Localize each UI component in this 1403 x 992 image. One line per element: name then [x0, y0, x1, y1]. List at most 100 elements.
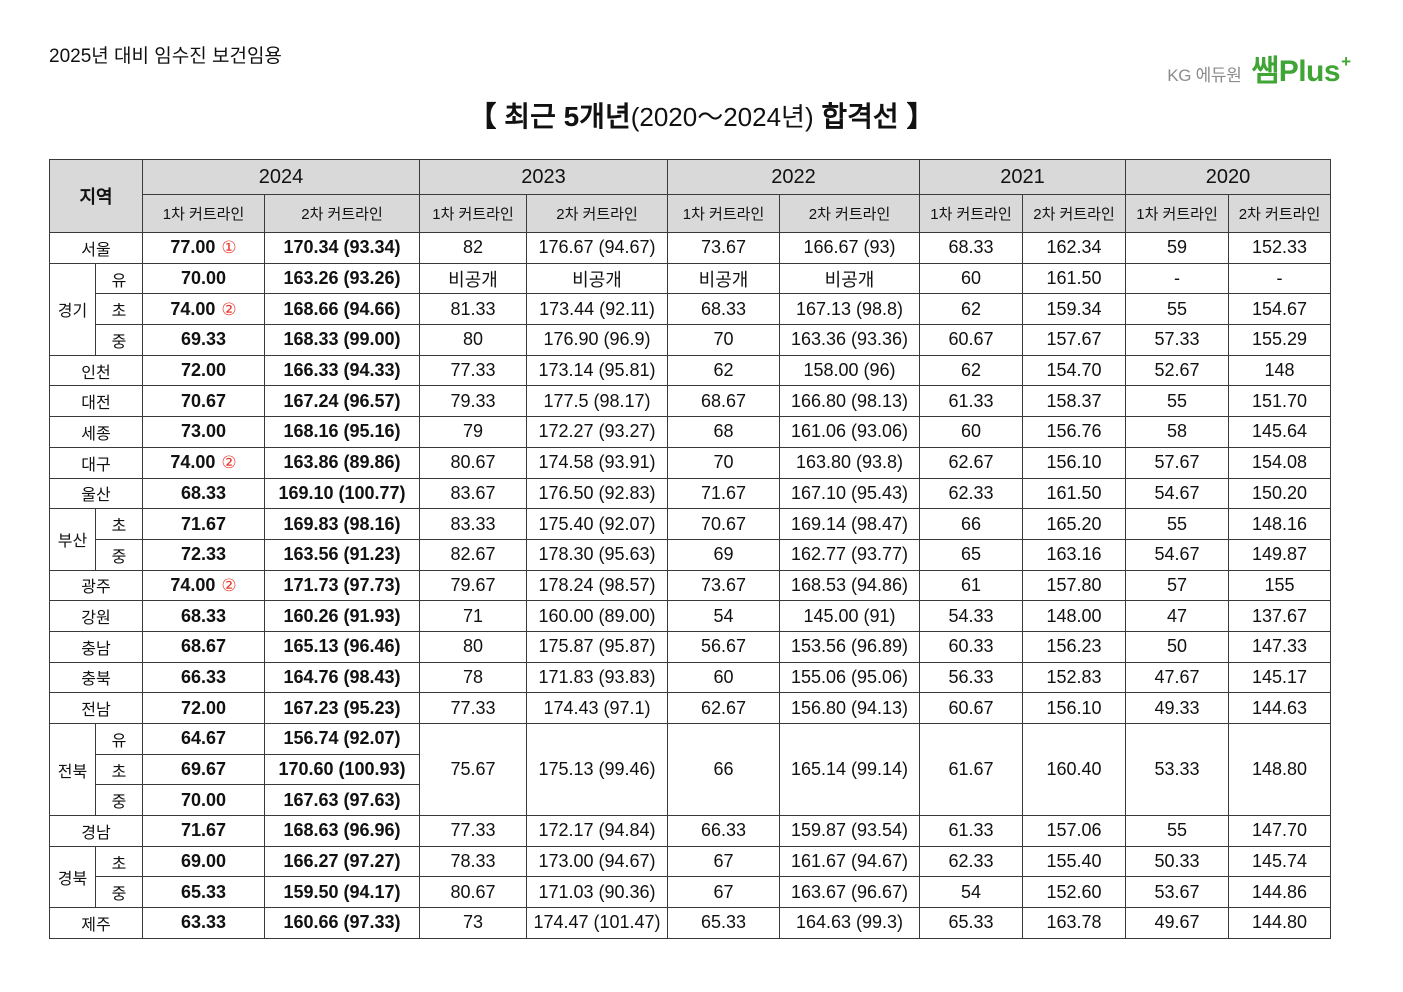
cutoff-2022-second: 166.80 (98.13) — [779, 385, 920, 418]
cutoff-2020-second: 145.17 — [1228, 661, 1331, 694]
cutoff-value: 171.03 (90.36) — [538, 881, 656, 902]
cutoff-value: 62 — [713, 360, 734, 381]
cutoff-2020-first: 49.33 — [1125, 692, 1229, 724]
region-level: 유 — [95, 262, 143, 295]
cutoff-2022-second: 167.13 (98.8) — [779, 293, 920, 326]
cutoff-value: 171.83 (93.83) — [538, 666, 656, 687]
cutoff-2023-second: 174.43 (97.1) — [526, 692, 668, 724]
cutoff-value: - — [1276, 268, 1283, 289]
cutoff-2022-second: 145.00 (91) — [779, 600, 920, 632]
cutoff-2021-second: 159.34 — [1022, 293, 1126, 326]
cutoff-value: 62 — [960, 298, 982, 319]
cutoff-value: 145.64 — [1251, 421, 1308, 442]
cutoff-value: 147.70 — [1251, 820, 1308, 841]
region-name: 경북 — [49, 845, 96, 909]
cutoff-value: 70 — [713, 452, 734, 473]
cutoff-2020-second: 148.80 — [1228, 722, 1331, 817]
cutoff-2024-first: 65.33 — [142, 876, 265, 909]
cutoff-2024-first: 70.67 — [142, 385, 265, 418]
cutoff-2023-first: 82.67 — [419, 538, 527, 571]
table-header: 지역 2024 2023 2022 2021 2020 1차 커트라인 2차 커… — [49, 159, 1331, 233]
cutoff-2023-first: 77.33 — [419, 815, 527, 847]
cutoff-value: 78 — [462, 666, 484, 687]
cutoff-2021-first: 62 — [919, 354, 1023, 387]
cutoff-value: 152.33 — [1251, 237, 1308, 258]
cutoff-2023-first: 83.67 — [419, 477, 527, 510]
cutoff-2022-second: 153.56 (96.89) — [779, 630, 920, 663]
cutoff-value: 67 — [713, 881, 734, 902]
cutoff-2024-second: 166.27 (97.27) — [264, 845, 420, 878]
cutoff-2020-first: 55 — [1125, 508, 1229, 540]
table-row: 인천 72.00 166.33 (94.33) 77.33 173.14 (95.81)… — [49, 354, 1331, 387]
cutoff-value: 161.50 — [1046, 482, 1102, 503]
cutoff-value: 62.67 — [700, 697, 747, 718]
cutoff-2022-second: 162.77 (93.77) — [779, 538, 920, 571]
cutoff-value: 173.00 (94.67) — [538, 851, 656, 872]
cutoff-2021-first: 54.33 — [919, 600, 1023, 632]
cutoff-value: 174.43 (97.1) — [543, 697, 651, 718]
cutoff-value: 70.67 — [700, 513, 747, 534]
cutoff-value: 비공개 — [572, 269, 622, 290]
title-tail: 합격선 】 — [821, 101, 935, 132]
cutoff-2022-second: 166.67 (93) — [779, 232, 920, 264]
cutoff-2020-first: 55 — [1125, 815, 1229, 847]
cutoff-value: 77.33 — [450, 697, 496, 718]
cutoff-2020-second: 144.80 — [1228, 907, 1331, 939]
cutoff-2022-second: 169.14 (98.47) — [779, 508, 920, 540]
table-row: 경기 유 70.00 163.26 (93.26) 비공개 비공개 비공개 비공개 60 161.… — [49, 262, 1331, 356]
cutoff-2022-second: 167.10 (95.43) — [779, 477, 920, 510]
cutoff-value: 170.60 (100.93) — [278, 759, 406, 780]
cutoff-2020-second: 137.67 — [1228, 600, 1331, 632]
cutoff-2023-second: 171.83 (93.83) — [526, 661, 668, 694]
cutoff-2021-second: 152.83 — [1022, 661, 1126, 694]
cutoff-value: 61.33 — [948, 820, 994, 841]
cutoff-value: 145.00 (91) — [803, 605, 896, 626]
cutoff-value: 154.08 — [1251, 452, 1308, 473]
cutoff-2023-second: 175.40 (92.07) — [526, 508, 668, 540]
cutoff-value: 72.00 — [180, 697, 227, 718]
cutoff-value: 62.33 — [948, 851, 994, 872]
cutoff-2020-second: 145.64 — [1228, 416, 1331, 448]
cutoff-value: 82.67 — [450, 544, 496, 565]
cutoff-value: 69.33 — [180, 329, 227, 350]
cutoff-2023-second: 160.00 (89.00) — [526, 600, 668, 632]
cutoff-value: 174.47 (101.47) — [533, 912, 661, 933]
cutoff-value: 155.40 — [1046, 851, 1102, 872]
cutoff-2022-second: 168.53 (94.86) — [779, 569, 920, 602]
cutoff-2024-second: 169.10 (100.77) — [264, 477, 420, 510]
cutoff-2021-second: 155.40 — [1022, 845, 1126, 878]
cutoff-value: 60.67 — [948, 697, 994, 718]
cutoff-value: 169.14 (98.47) — [790, 513, 909, 534]
cutoff-value: 74.00 — [170, 452, 216, 473]
cutoff-2021-first: 60.67 — [919, 692, 1023, 724]
cutoff-2020-first: 57.67 — [1125, 446, 1229, 479]
year-header: 2023 — [419, 159, 668, 195]
cutoff-value: 176.67 (94.67) — [538, 237, 656, 258]
cutoff-value: 54 — [960, 881, 982, 902]
cutoff-value: 159.34 — [1046, 298, 1102, 319]
table-row: 대구 74.00 ② 163.86 (89.86) 80.67 174.58 (93.91… — [49, 446, 1331, 479]
cutoff-value: 153.56 (96.89) — [790, 636, 909, 657]
cutoff-value: 82 — [462, 237, 484, 258]
cutoff-2024-first: 74.00 ② — [142, 569, 265, 602]
cutoff-2020-second: 144.86 — [1228, 876, 1331, 909]
region-name: 울산 — [49, 477, 143, 510]
cutoff-value: 80.67 — [450, 881, 496, 902]
cutoff-2024-second: 166.33 (94.33) — [264, 354, 420, 387]
table-row: 강원 68.33 160.26 (91.93) 71 160.00 (89.00) 54 1… — [49, 600, 1331, 632]
cutoff-2021-second: 162.34 — [1022, 232, 1126, 264]
cutoff-2020-first: 47 — [1125, 600, 1229, 632]
cutoff-value: 170.34 (93.34) — [283, 237, 401, 258]
cutoff-value: 69.00 — [180, 851, 227, 872]
cutoff-2024-first: 72.33 — [142, 538, 265, 571]
cutoff-value: 57 — [1166, 574, 1188, 595]
cutoff-2024-second: 168.66 (94.66) — [264, 293, 420, 326]
cutoff-value: 148.16 — [1251, 513, 1308, 534]
table-row: 대전 70.67 167.24 (96.57) 79.33 177.5 (98.17) 6… — [49, 385, 1331, 418]
cutoff-value: 158.00 (96) — [803, 360, 896, 381]
cutoff-value: 50 — [1166, 636, 1188, 657]
cutoff-2023-second: 178.24 (98.57) — [526, 569, 668, 602]
cutoff-2021-first: 66 — [919, 508, 1023, 540]
cutoff-2024-second: 167.63 (97.63) — [264, 784, 420, 817]
cutoff-2022-second: 163.80 (93.8) — [779, 446, 920, 479]
